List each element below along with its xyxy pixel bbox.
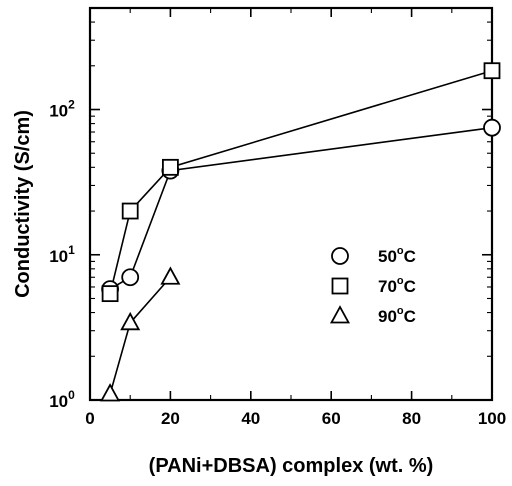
y-tick-base: 10	[49, 392, 68, 411]
legend-label-unit: C	[404, 307, 416, 326]
series-line-circle	[109, 126, 493, 290]
legend-label-deg: o	[397, 245, 404, 257]
legend-marker-square	[331, 277, 349, 295]
legend-marker-triangle	[329, 305, 351, 324]
legend-label: 70oC	[378, 275, 416, 296]
data-point-circle	[483, 118, 501, 137]
x-tick-label: 20	[161, 409, 180, 428]
x-tick-label: 40	[241, 409, 260, 428]
y-tick-exponent: 0	[68, 388, 75, 402]
data-point-square	[161, 158, 179, 176]
data-point-square	[101, 285, 119, 303]
data-point-triangle	[120, 311, 141, 331]
data-point-circle	[121, 268, 140, 287]
series-layer	[100, 62, 501, 402]
y-tick-exponent: 1	[68, 243, 75, 257]
legend-label: 50oC	[378, 245, 416, 266]
data-point-triangle	[160, 266, 181, 285]
data-point-square	[121, 202, 139, 220]
y-tick-label: 102	[49, 98, 75, 121]
y-tick-base: 10	[49, 102, 68, 121]
legend-label-deg: o	[397, 305, 404, 317]
legend-label: 90oC	[378, 305, 416, 326]
series-line-triangle	[109, 276, 171, 395]
legend-marker-circle	[331, 247, 349, 265]
x-axis-title: (PANi+DBSA) complex (wt. %)	[149, 455, 434, 477]
legend-label-num: 90	[378, 307, 397, 326]
y-tick-base: 10	[49, 247, 68, 266]
legend-label-unit: C	[404, 277, 416, 296]
x-tick-label: 0	[85, 409, 94, 428]
data-point-triangle	[100, 383, 121, 402]
series-line-square	[109, 69, 493, 294]
x-tick-label: 100	[478, 409, 506, 428]
legend-label-unit: C	[404, 247, 416, 266]
legend-label-num: 50	[378, 247, 397, 266]
plot-frame	[88, 6, 494, 402]
x-tick-label: 80	[402, 409, 421, 428]
y-tick-exponent: 2	[68, 98, 75, 112]
y-axis-title: Conductivity (S/cm)	[12, 110, 34, 298]
y-tick-label: 100	[49, 388, 75, 411]
x-tick-label: 60	[322, 409, 341, 428]
data-point-square	[483, 62, 501, 80]
legend-label-num: 70	[378, 277, 397, 296]
ticks-layer	[89, 7, 493, 401]
y-tick-label: 101	[49, 243, 75, 266]
legend-label-deg: o	[397, 275, 404, 287]
